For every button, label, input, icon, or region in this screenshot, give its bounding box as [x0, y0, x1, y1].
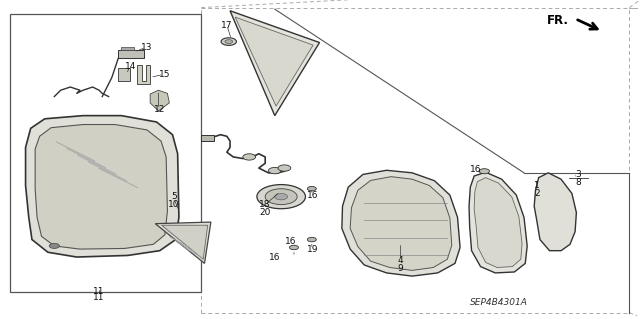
Circle shape: [307, 187, 316, 191]
Circle shape: [49, 243, 60, 249]
Text: 16: 16: [285, 237, 296, 246]
Circle shape: [307, 237, 316, 242]
Text: 11: 11: [93, 287, 105, 296]
Text: 1: 1: [534, 181, 540, 190]
Bar: [10, 14, 202, 292]
Circle shape: [275, 194, 287, 200]
Text: 17: 17: [221, 20, 232, 30]
Polygon shape: [35, 124, 168, 249]
Circle shape: [278, 165, 291, 171]
Text: SEP4B4301A: SEP4B4301A: [470, 298, 527, 307]
Circle shape: [268, 167, 281, 174]
Text: 5: 5: [171, 192, 177, 201]
Polygon shape: [26, 115, 179, 257]
Polygon shape: [474, 178, 522, 268]
Text: 10: 10: [168, 200, 180, 209]
Circle shape: [257, 185, 305, 209]
Polygon shape: [342, 170, 460, 276]
Text: 16: 16: [269, 253, 280, 262]
Text: 2: 2: [534, 189, 540, 198]
Circle shape: [289, 245, 298, 250]
Polygon shape: [469, 172, 527, 273]
Text: 16: 16: [470, 165, 482, 174]
Text: 15: 15: [159, 70, 171, 79]
Polygon shape: [350, 177, 452, 271]
Text: 19: 19: [307, 245, 319, 254]
Text: 12: 12: [154, 105, 165, 114]
Polygon shape: [138, 65, 150, 84]
Polygon shape: [230, 11, 319, 115]
Text: 3: 3: [575, 170, 581, 179]
Text: 18: 18: [259, 200, 271, 209]
Bar: [122, 47, 134, 50]
Circle shape: [243, 154, 255, 160]
Text: FR.: FR.: [547, 14, 569, 27]
Text: 9: 9: [398, 264, 404, 273]
Text: 11: 11: [93, 293, 105, 302]
Polygon shape: [235, 17, 313, 106]
Polygon shape: [150, 90, 170, 111]
Bar: [118, 68, 130, 81]
Circle shape: [221, 38, 236, 45]
Circle shape: [225, 40, 232, 43]
Text: 13: 13: [141, 43, 153, 52]
Text: 14: 14: [125, 62, 137, 71]
Text: 20: 20: [259, 208, 271, 217]
Text: 4: 4: [398, 256, 403, 265]
Polygon shape: [534, 173, 577, 251]
Text: 8: 8: [575, 178, 581, 187]
Polygon shape: [162, 225, 207, 259]
Text: 16: 16: [307, 190, 319, 200]
Polygon shape: [156, 222, 211, 263]
Bar: [202, 135, 214, 141]
Bar: [118, 50, 144, 58]
Circle shape: [265, 189, 297, 204]
Circle shape: [479, 169, 490, 174]
